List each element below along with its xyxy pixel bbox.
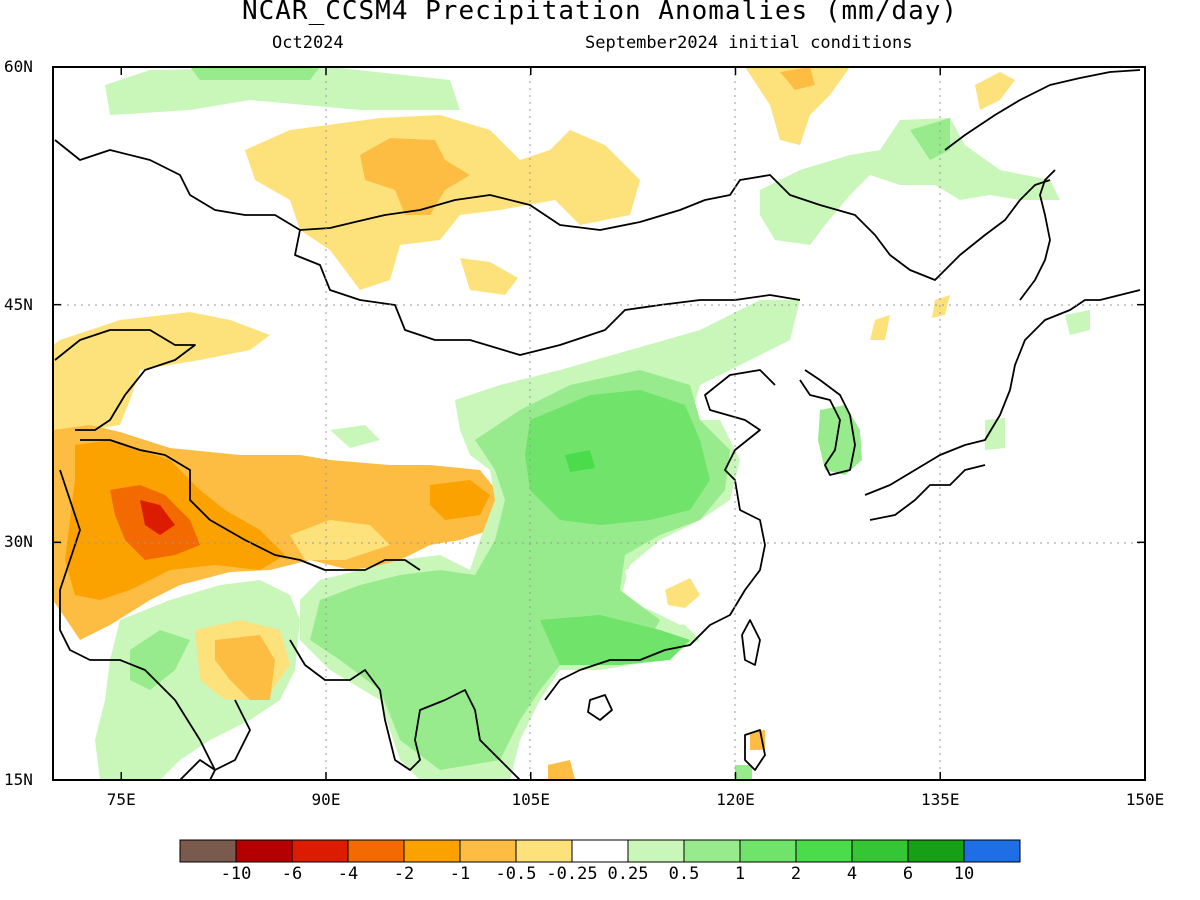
anomaly-region — [130, 630, 190, 690]
anomaly-region — [548, 760, 575, 780]
anomaly-region — [540, 615, 690, 665]
anomaly-region — [430, 480, 490, 520]
colorbar-label: 0.5 — [668, 864, 700, 884]
coastlines — [54, 69, 1141, 780]
colorbar-swatch — [179, 839, 237, 863]
anomaly-region — [1065, 310, 1090, 335]
colorbar-label: 4 — [846, 864, 858, 884]
anomaly-region — [360, 138, 470, 215]
anomaly-region — [745, 67, 850, 145]
colorbar-label: -2 — [393, 864, 415, 884]
colorbar-label: -1 — [449, 864, 471, 884]
anomaly-region — [330, 425, 380, 448]
anomaly-region — [105, 67, 460, 115]
anomaly-region — [565, 450, 595, 472]
colorbar-label: 2 — [790, 864, 802, 884]
anomaly-field — [53, 67, 1145, 780]
anomaly-region — [985, 418, 1005, 450]
anomaly-region — [140, 500, 175, 535]
colorbar-label: 6 — [902, 864, 914, 884]
lon-tick-label: 90E — [311, 790, 341, 809]
colorbar-swatch — [963, 839, 1021, 863]
colorbar-label: -0.25 — [546, 864, 598, 884]
anomaly-region — [245, 115, 640, 290]
colorbar-swatch — [347, 839, 405, 863]
lon-tick-label: 135E — [920, 790, 960, 809]
colorbar-swatch — [291, 839, 349, 863]
page-title: NCAR_CCSM4 Precipitation Anomalies (mm/d… — [241, 0, 959, 26]
lon-tick-label: 150E — [1125, 790, 1165, 809]
lat-tick-label: 60N — [4, 57, 33, 76]
forecast-month: Oct2024 — [272, 33, 344, 53]
anomaly-region — [525, 390, 710, 525]
colorbar-label: -10 — [220, 864, 252, 884]
colorbar-swatch — [235, 839, 293, 863]
colorbar-label: 1 — [734, 864, 746, 884]
anomaly-region — [460, 258, 518, 295]
colorbar-swatch — [907, 839, 965, 863]
colorbar-swatch — [403, 839, 461, 863]
colorbar-label: -4 — [337, 864, 359, 884]
anomaly-region — [53, 312, 270, 450]
anomaly-region — [932, 295, 950, 318]
anomaly-region — [290, 520, 390, 560]
colorbar-swatch — [571, 839, 629, 863]
anomaly-region — [780, 67, 815, 90]
anomaly-region — [910, 118, 950, 160]
initial-conditions: September2024 initial conditions — [585, 33, 913, 53]
lon-tick-label: 120E — [716, 790, 755, 809]
anomaly-region — [735, 765, 752, 780]
map-frame — [52, 66, 1146, 781]
colorbar-swatch — [683, 839, 741, 863]
colorbar-swatch — [515, 839, 573, 863]
colorbar-label: -6 — [281, 864, 303, 884]
colorbar-swatch — [459, 839, 517, 863]
colorbar-swatch — [795, 839, 853, 863]
colorbar-label: 0.25 — [607, 864, 649, 884]
anomaly-region — [760, 118, 1060, 245]
anomaly-region — [190, 67, 320, 80]
gridlines — [53, 67, 1145, 780]
colorbar-label: 10 — [953, 864, 975, 884]
lon-tick-label: 105E — [511, 790, 551, 809]
colorbar-swatch — [851, 839, 909, 863]
lat-tick-label: 15N — [4, 770, 33, 789]
colorbar-label: -0.5 — [495, 864, 537, 884]
lat-tick-label: 30N — [4, 532, 33, 552]
colorbar-swatch — [739, 839, 797, 863]
colorbar — [179, 839, 1021, 863]
anomaly-region — [870, 315, 890, 340]
lat-tick-label: 45N — [4, 294, 33, 314]
colorbar-swatch — [627, 839, 685, 863]
lon-tick-label: 75E — [106, 790, 136, 809]
anomaly-region — [975, 72, 1015, 110]
anomaly-region — [215, 635, 275, 700]
anomaly-region — [665, 578, 700, 608]
axis-ticks — [53, 66, 1146, 781]
